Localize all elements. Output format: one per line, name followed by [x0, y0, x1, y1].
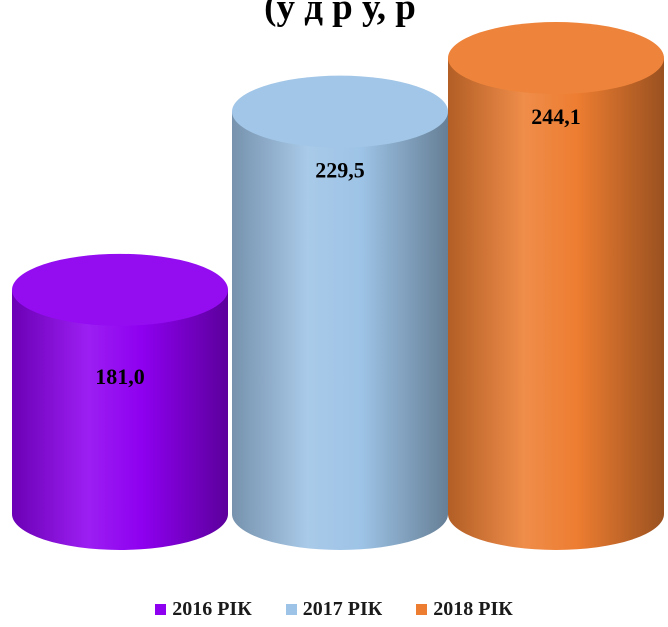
legend-item-2017: 2017 РІК: [285, 598, 383, 621]
legend-swatch-2016: [155, 604, 167, 615]
legend-label-2016: 2016 РІК: [172, 598, 252, 620]
legend-item-2016: 2016 РІК: [155, 598, 252, 621]
bar-top-1: [232, 75, 448, 148]
data-label-1: 229,5: [315, 158, 365, 183]
bar-2016: 181,0: [12, 253, 228, 550]
legend-swatch-2018: [416, 604, 428, 615]
bar-body-0: [12, 289, 228, 550]
legend-swatch-2017: [285, 604, 297, 615]
bar-top-2: [448, 22, 664, 94]
legend-item-2018: 2018 РІК: [416, 598, 513, 621]
legend-label-2017: 2017 РІК: [302, 598, 383, 620]
data-label-2: 244,1: [531, 104, 581, 129]
bar-body-2: [448, 58, 664, 550]
legend-label-2018: 2018 РІК: [433, 598, 513, 620]
bar-2017: 229,5: [232, 75, 448, 550]
bar-top-0: [12, 253, 228, 326]
data-label-0: 181,0: [95, 364, 145, 389]
bar-2018: 244,1: [448, 22, 664, 550]
chart-title-fragment: (у д р у, р: [264, 0, 416, 28]
legend: 2016 РІК 2017 РІК 2018 РІК: [0, 598, 668, 621]
bar-body-1: [232, 111, 448, 550]
